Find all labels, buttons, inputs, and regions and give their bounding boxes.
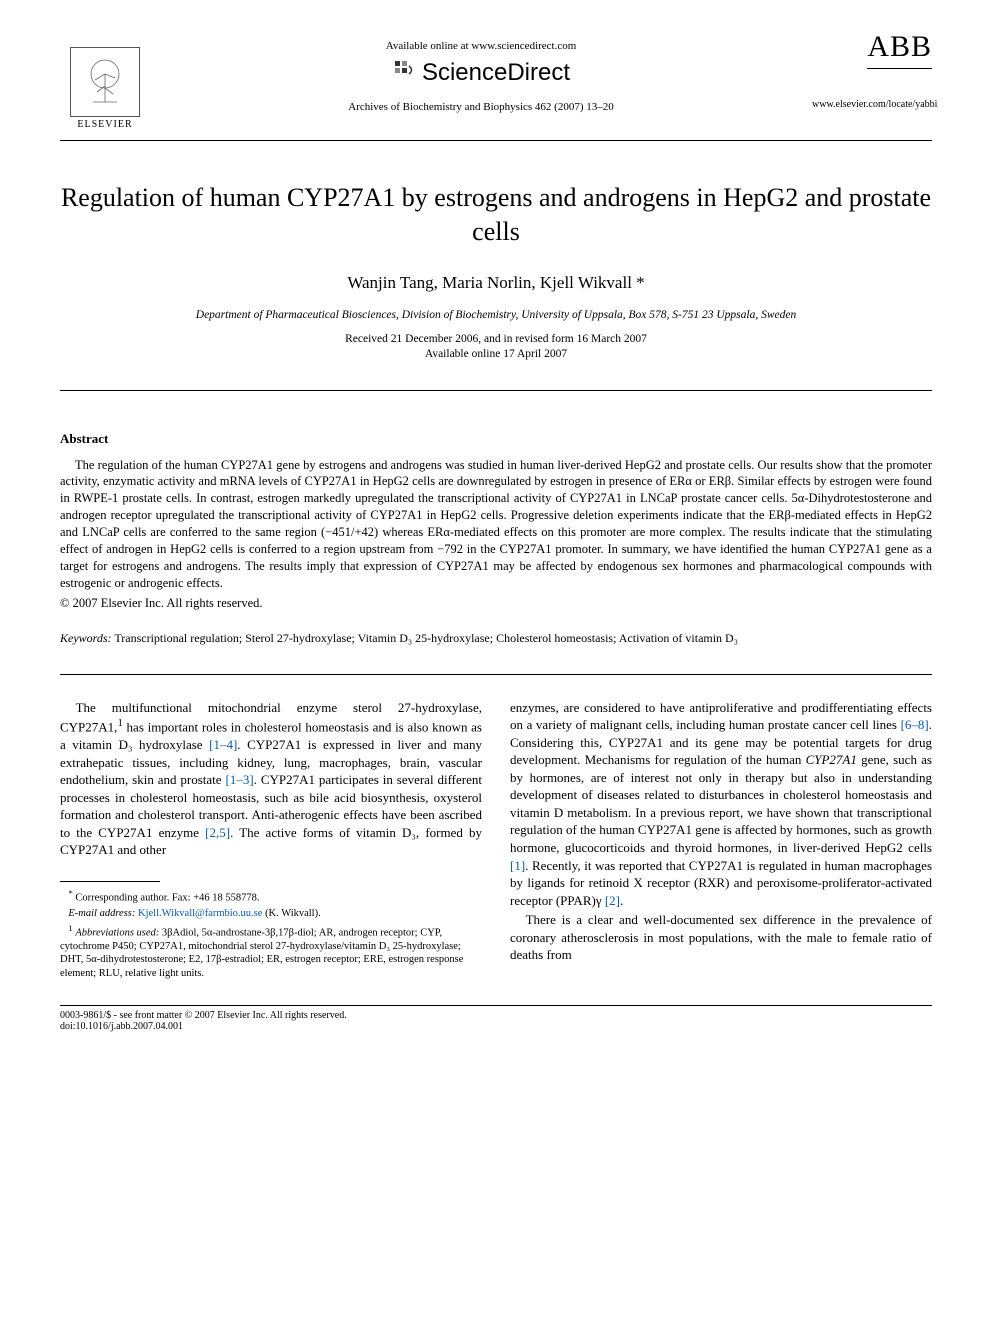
elsevier-label: ELSEVIER: [77, 119, 132, 130]
journal-url: www.elsevier.com/locate/yabbi: [812, 99, 932, 110]
abbrev-label: Abbreviations used:: [75, 927, 159, 938]
body-para-1-cont: enzymes, are considered to have antiprol…: [510, 699, 932, 910]
citation-link[interactable]: [6–8]: [901, 717, 929, 732]
body-text: .: [620, 893, 623, 908]
keywords-text: Transcriptional regulation; Sterol 27-hy…: [112, 631, 738, 645]
affiliation: Department of Pharmaceutical Biosciences…: [60, 309, 932, 321]
journal-logo-block: ABB www.elsevier.com/locate/yabbi: [812, 30, 932, 110]
citation-link[interactable]: [2]: [605, 893, 620, 908]
footer-left: 0003-9861/$ - see front matter © 2007 El…: [60, 1010, 347, 1032]
email-label: E-mail address:: [68, 908, 135, 919]
sciencedirect-icon: [392, 58, 416, 87]
elsevier-logo: ELSEVIER: [60, 30, 150, 130]
email-link[interactable]: Kjell.Wikvall@farmbio.uu.se: [138, 908, 262, 919]
header-center: Available online at www.sciencedirect.co…: [150, 30, 812, 113]
page-footer: 0003-9861/$ - see front matter © 2007 El…: [60, 1010, 932, 1032]
citation-link[interactable]: [2,5]: [205, 825, 230, 840]
abstract-bottom-rule: [60, 674, 932, 675]
footnotes: * Corresponding author. Fax: +46 18 5587…: [60, 888, 482, 981]
article-title: Regulation of human CYP27A1 by estrogens…: [60, 181, 932, 249]
available-date: Available online 17 April 2007: [60, 348, 932, 360]
email-person: (K. Wikvall).: [262, 908, 320, 919]
body-para-1: The multifunctional mitochondrial enzyme…: [60, 699, 482, 859]
abstract-top-rule: [60, 390, 932, 391]
footer-copyright: 0003-9861/$ - see front matter © 2007 El…: [60, 1010, 347, 1021]
citation-link[interactable]: [1–4]: [209, 737, 237, 752]
elsevier-tree-icon: [70, 47, 140, 117]
footer-rule: [60, 1005, 932, 1006]
abstract-heading: Abstract: [60, 431, 932, 447]
gene-italic: CYP27A1: [806, 752, 857, 767]
citation-link[interactable]: [1]: [510, 858, 525, 873]
footnote-corresponding: * Corresponding author. Fax: +46 18 5587…: [60, 888, 482, 905]
abstract-section: Abstract The regulation of the human CYP…: [60, 431, 932, 611]
body-para-2: There is a clear and well-documented sex…: [510, 911, 932, 964]
sciencedirect-logo: ScienceDirect: [150, 58, 812, 87]
authors: Wanjin Tang, Maria Norlin, Kjell Wikvall…: [60, 273, 932, 293]
footnote-email: E-mail address: Kjell.Wikvall@farmbio.uu…: [60, 907, 482, 921]
body-columns: The multifunctional mitochondrial enzyme…: [60, 699, 932, 983]
page-header: ELSEVIER Available online at www.science…: [60, 30, 932, 130]
sciencedirect-text: ScienceDirect: [422, 59, 570, 87]
abstract-copyright: © 2007 Elsevier Inc. All rights reserved…: [60, 596, 932, 611]
footer-doi: doi:10.1016/j.abb.2007.04.001: [60, 1021, 347, 1032]
abstract-body: The regulation of the human CYP27A1 gene…: [60, 457, 932, 592]
body-text: enzymes, are considered to have antiprol…: [510, 700, 932, 733]
keywords-label: Keywords:: [60, 631, 112, 645]
column-left: The multifunctional mitochondrial enzyme…: [60, 699, 482, 983]
journal-reference: Archives of Biochemistry and Biophysics …: [150, 101, 812, 113]
footnote-rule: [60, 881, 160, 882]
header-rule: [60, 140, 932, 141]
abb-logo: ABB: [867, 30, 932, 69]
citation-link[interactable]: [1–3]: [225, 772, 253, 787]
received-date: Received 21 December 2006, and in revise…: [60, 333, 932, 345]
footnote-abbrev: 1 Abbreviations used: 3βAdiol, 5α-andros…: [60, 923, 482, 981]
body-text: . Recently, it was reported that CYP27A1…: [510, 858, 932, 908]
keywords: Keywords: Transcriptional regulation; St…: [60, 631, 932, 646]
available-online-text: Available online at www.sciencedirect.co…: [150, 40, 812, 52]
footnote-text: Corresponding author. Fax: +46 18 558778…: [75, 892, 259, 903]
body-text: gene, such as by hormones, are of intere…: [510, 752, 932, 855]
column-right: enzymes, are considered to have antiprol…: [510, 699, 932, 983]
